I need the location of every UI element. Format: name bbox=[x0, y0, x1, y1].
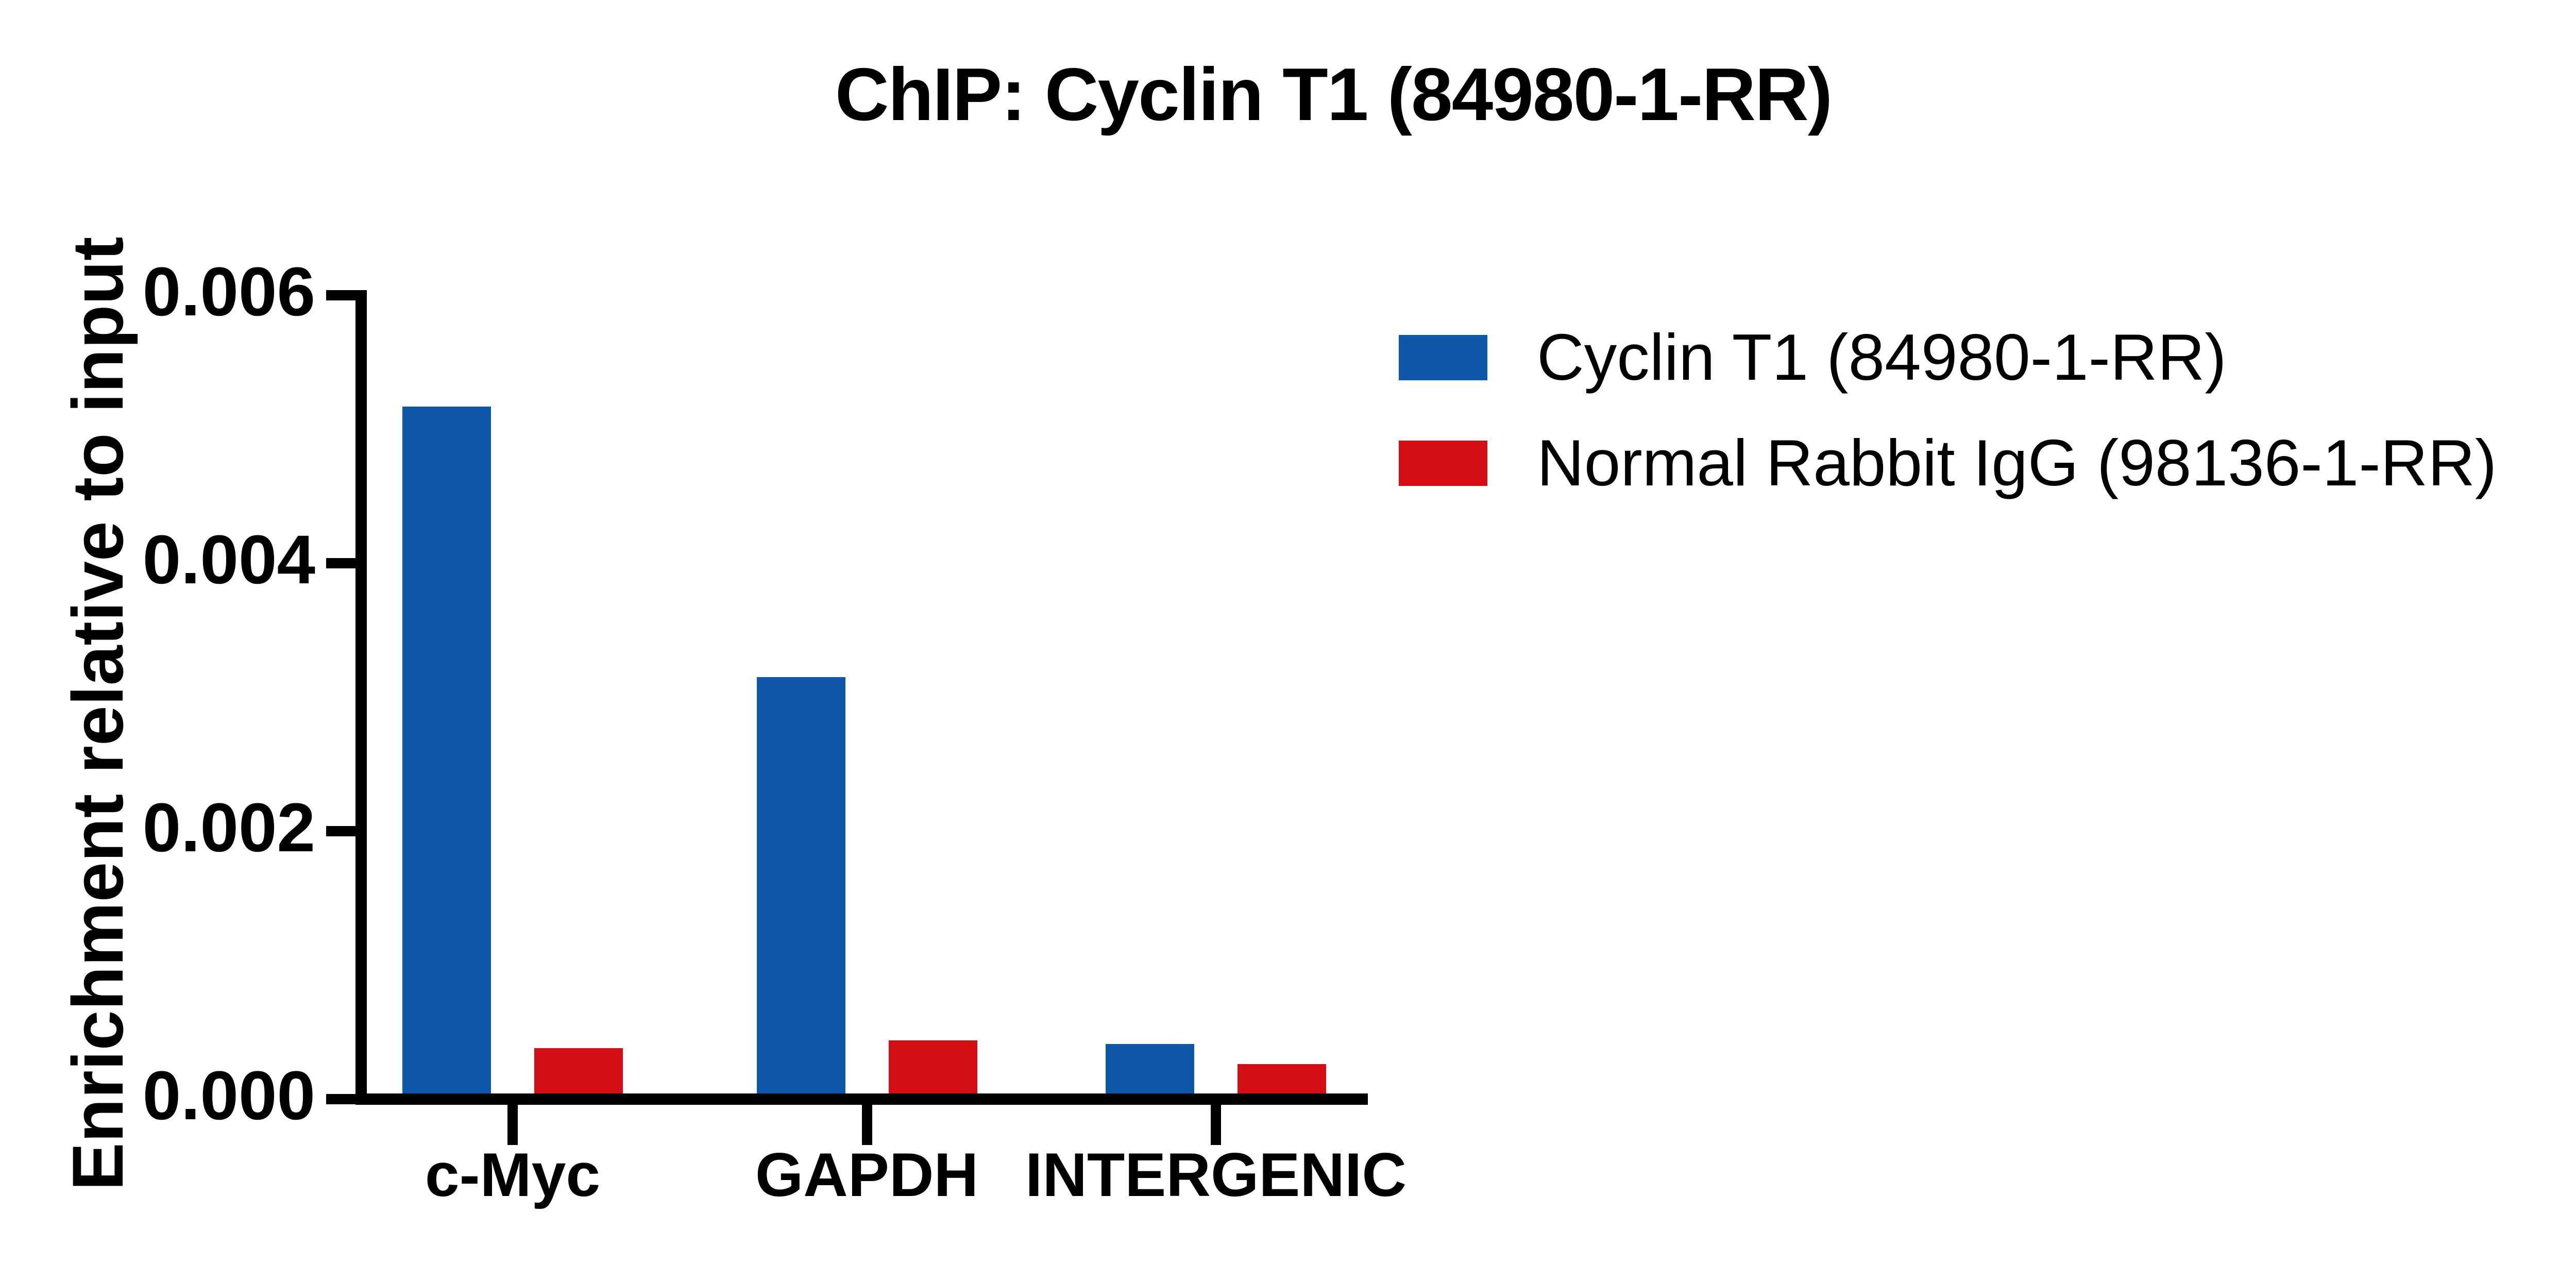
legend-row: Normal Rabbit IgG (98136-1-RR) bbox=[1399, 430, 2497, 496]
y-axis-title: Enrichment relative to input bbox=[57, 237, 138, 1191]
legend-swatch-icon bbox=[1399, 334, 1487, 380]
y-axis-tick bbox=[326, 558, 355, 568]
bar-c-myc-series-1 bbox=[534, 1048, 623, 1099]
x-axis-tick bbox=[507, 1105, 518, 1145]
bar-gapdh-series-1 bbox=[888, 1040, 977, 1099]
y-axis-tick bbox=[326, 826, 355, 836]
x-axis-category-label: INTERGENIC bbox=[1025, 1140, 1407, 1209]
x-axis-line bbox=[355, 1093, 1368, 1105]
y-axis-tick-label: 0.000 bbox=[142, 1057, 315, 1134]
bar-gapdh-series-0 bbox=[756, 677, 845, 1099]
x-axis-tick bbox=[1211, 1105, 1221, 1145]
bar-intergenic-series-0 bbox=[1106, 1044, 1194, 1099]
x-axis-tick bbox=[861, 1105, 872, 1145]
legend-row: Cyclin T1 (84980-1-RR) bbox=[1399, 325, 2227, 390]
legend-swatch-icon bbox=[1399, 440, 1487, 486]
y-axis-tick-label: 0.006 bbox=[142, 254, 315, 330]
bar-c-myc-series-0 bbox=[402, 406, 491, 1099]
chart-title: ChIP: Cyclin T1 (84980-1-RR) bbox=[835, 53, 1833, 136]
legend-label: Normal Rabbit IgG (98136-1-RR) bbox=[1537, 426, 2497, 499]
x-axis-category-label: c-Myc bbox=[425, 1140, 601, 1209]
y-axis-tick bbox=[326, 290, 355, 300]
y-axis-tick bbox=[326, 1094, 355, 1104]
bar-intergenic-series-1 bbox=[1238, 1064, 1326, 1099]
y-axis-tick-label: 0.002 bbox=[142, 789, 315, 866]
y-axis-tick-label: 0.004 bbox=[142, 521, 315, 598]
y-axis-line bbox=[355, 290, 367, 1105]
legend-label: Cyclin T1 (84980-1-RR) bbox=[1537, 321, 2227, 394]
x-axis-category-label: GAPDH bbox=[755, 1140, 979, 1209]
